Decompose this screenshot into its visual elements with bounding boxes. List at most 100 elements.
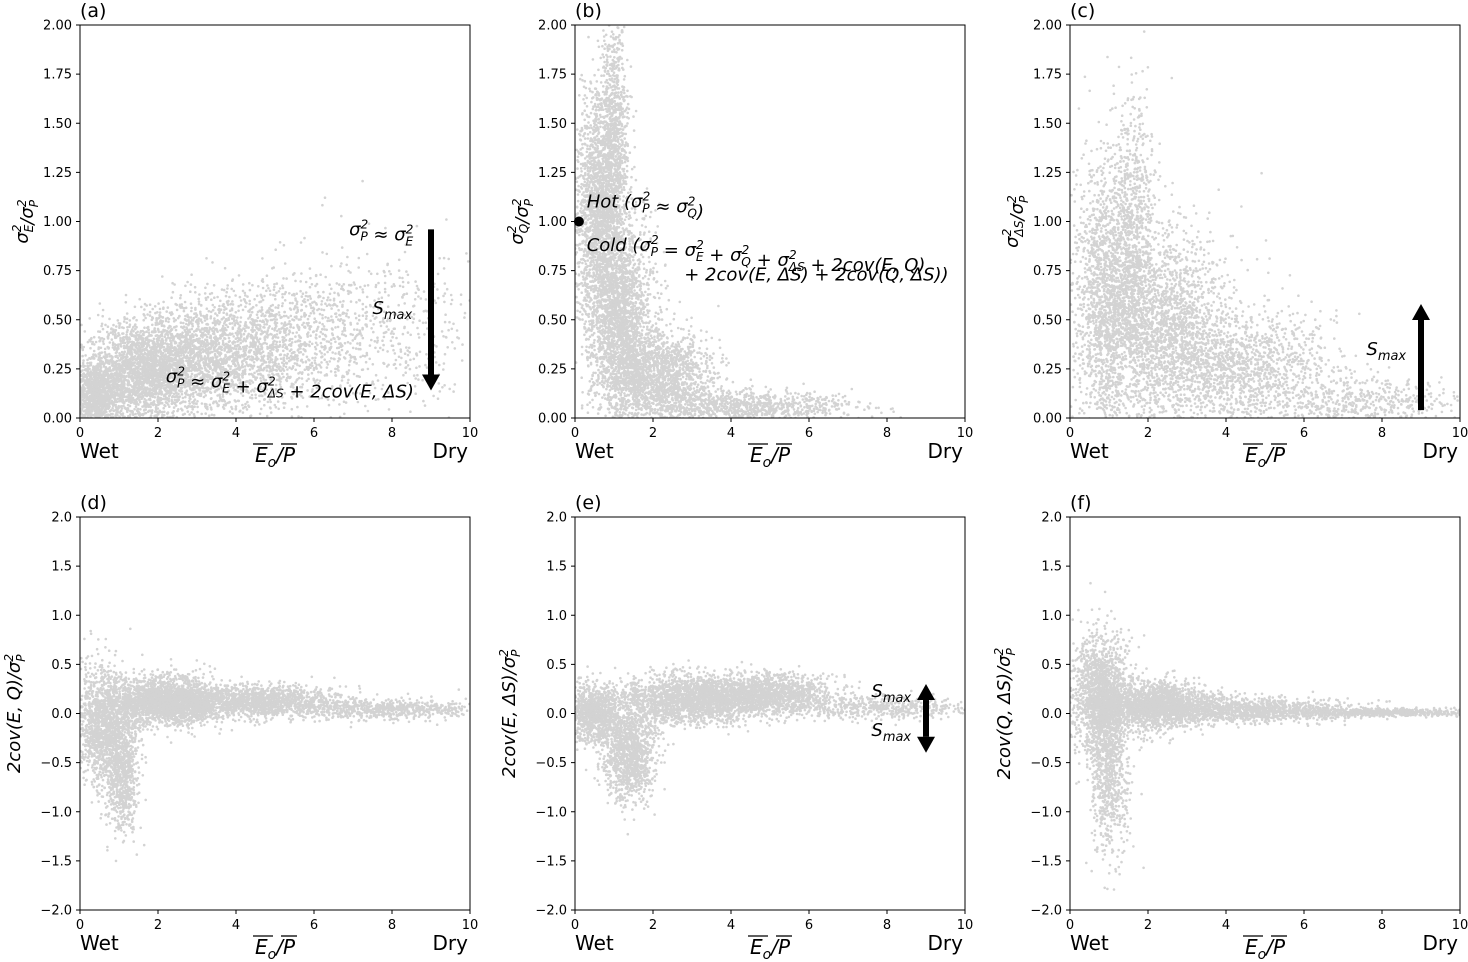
- scatter-point: [177, 345, 180, 348]
- scatter-point: [129, 383, 132, 387]
- scatter-point: [161, 421, 164, 424]
- scatter-point: [255, 313, 259, 317]
- scatter-point: [84, 374, 88, 378]
- scatter-point: [221, 435, 224, 438]
- scatter-point: [111, 412, 114, 416]
- scatter-point: [86, 358, 89, 362]
- scatter-point: [343, 341, 347, 345]
- scatter-point: [89, 394, 92, 398]
- scatter-point: [185, 326, 188, 329]
- scatter-point: [95, 354, 98, 358]
- scatter-point: [299, 421, 302, 424]
- scatter-point: [236, 336, 239, 340]
- scatter-point: [99, 426, 102, 429]
- scatter-point: [124, 301, 128, 304]
- scatter-point: [81, 385, 85, 388]
- scatter-point: [140, 431, 143, 434]
- scatter-point: [121, 428, 124, 431]
- scatter-point: [106, 325, 110, 329]
- scatter-point: [117, 387, 120, 390]
- scatter-point: [105, 330, 109, 334]
- scatter-point: [163, 423, 166, 426]
- scatter-point: [80, 343, 83, 347]
- scatter-point: [151, 347, 154, 350]
- scatter-point: [197, 422, 200, 425]
- scatter-point: [260, 355, 264, 358]
- scatter-point: [237, 304, 240, 308]
- scatter-point: [115, 367, 119, 371]
- scatter-point: [112, 428, 115, 431]
- scatter-point: [147, 380, 151, 383]
- scatter-point: [164, 317, 168, 321]
- scatter-point: [166, 349, 169, 353]
- scatter-point: [98, 302, 102, 305]
- scatter-point: [205, 363, 208, 367]
- scatter-point: [181, 396, 185, 400]
- scatter-point: [164, 339, 168, 342]
- scatter-point: [173, 402, 177, 406]
- scatter-point: [87, 389, 91, 392]
- scatter-point: [86, 392, 89, 396]
- scatter-point: [187, 399, 191, 403]
- scatter-point: [122, 320, 126, 323]
- scatter-point: [167, 317, 171, 321]
- scatter-point: [136, 390, 139, 393]
- scatter-point: [211, 429, 214, 432]
- scatter-point: [175, 308, 179, 312]
- scatter-point: [191, 408, 194, 411]
- scatter-point: [139, 337, 142, 340]
- scatter-point: [340, 348, 344, 352]
- scatter-point: [152, 343, 156, 347]
- scatter-point: [91, 342, 94, 346]
- scatter-point: [202, 314, 205, 318]
- scatter-point: [99, 398, 102, 402]
- scatter-point: [287, 426, 290, 429]
- scatter-point: [96, 413, 99, 416]
- scatter-point: [92, 385, 96, 388]
- scatter-point: [203, 327, 206, 330]
- scatter-point: [166, 415, 169, 418]
- scatter-point: [162, 436, 165, 439]
- scatter-point: [107, 346, 111, 350]
- scatter-point: [191, 332, 194, 336]
- scatter-point: [122, 374, 126, 378]
- scatter-point: [140, 349, 144, 353]
- scatter-point: [86, 365, 90, 369]
- scatter-point: [310, 342, 314, 346]
- scatter-point: [112, 387, 115, 391]
- scatter-point: [222, 447, 225, 450]
- scatter-point: [154, 321, 158, 325]
- scatter-point: [214, 323, 217, 327]
- scatter-point: [160, 401, 164, 405]
- scatter-point: [158, 307, 162, 311]
- scatter-point: [189, 290, 192, 294]
- scatter-point: [327, 340, 331, 344]
- scatter-point: [182, 309, 186, 313]
- scatter-point: [231, 326, 235, 329]
- scatter-point: [163, 393, 166, 397]
- scatter-point: [197, 422, 200, 425]
- scatter-point: [133, 390, 137, 394]
- scatter-point: [155, 410, 159, 414]
- scatter-point: [183, 432, 186, 435]
- scatter-point: [83, 422, 86, 425]
- scatter-point: [158, 322, 161, 326]
- scatter-point: [121, 353, 125, 357]
- scatter-point: [120, 375, 123, 379]
- scatter-point: [126, 340, 129, 343]
- scatter-point: [223, 266, 227, 270]
- scatter-point: [207, 414, 211, 418]
- scatter-point: [165, 401, 169, 405]
- scatter-point: [218, 399, 221, 403]
- scatter-point: [130, 369, 134, 373]
- scatter-point: [92, 353, 95, 356]
- scatter-point: [118, 433, 121, 436]
- scatter-point: [120, 326, 124, 329]
- scatter-point: [146, 428, 149, 431]
- scatter-point: [142, 318, 145, 322]
- scatter-point: [137, 381, 141, 385]
- scatter-point: [144, 338, 148, 342]
- scatter-point: [222, 311, 225, 315]
- scatter-point: [334, 326, 337, 329]
- scatter-point: [80, 393, 83, 397]
